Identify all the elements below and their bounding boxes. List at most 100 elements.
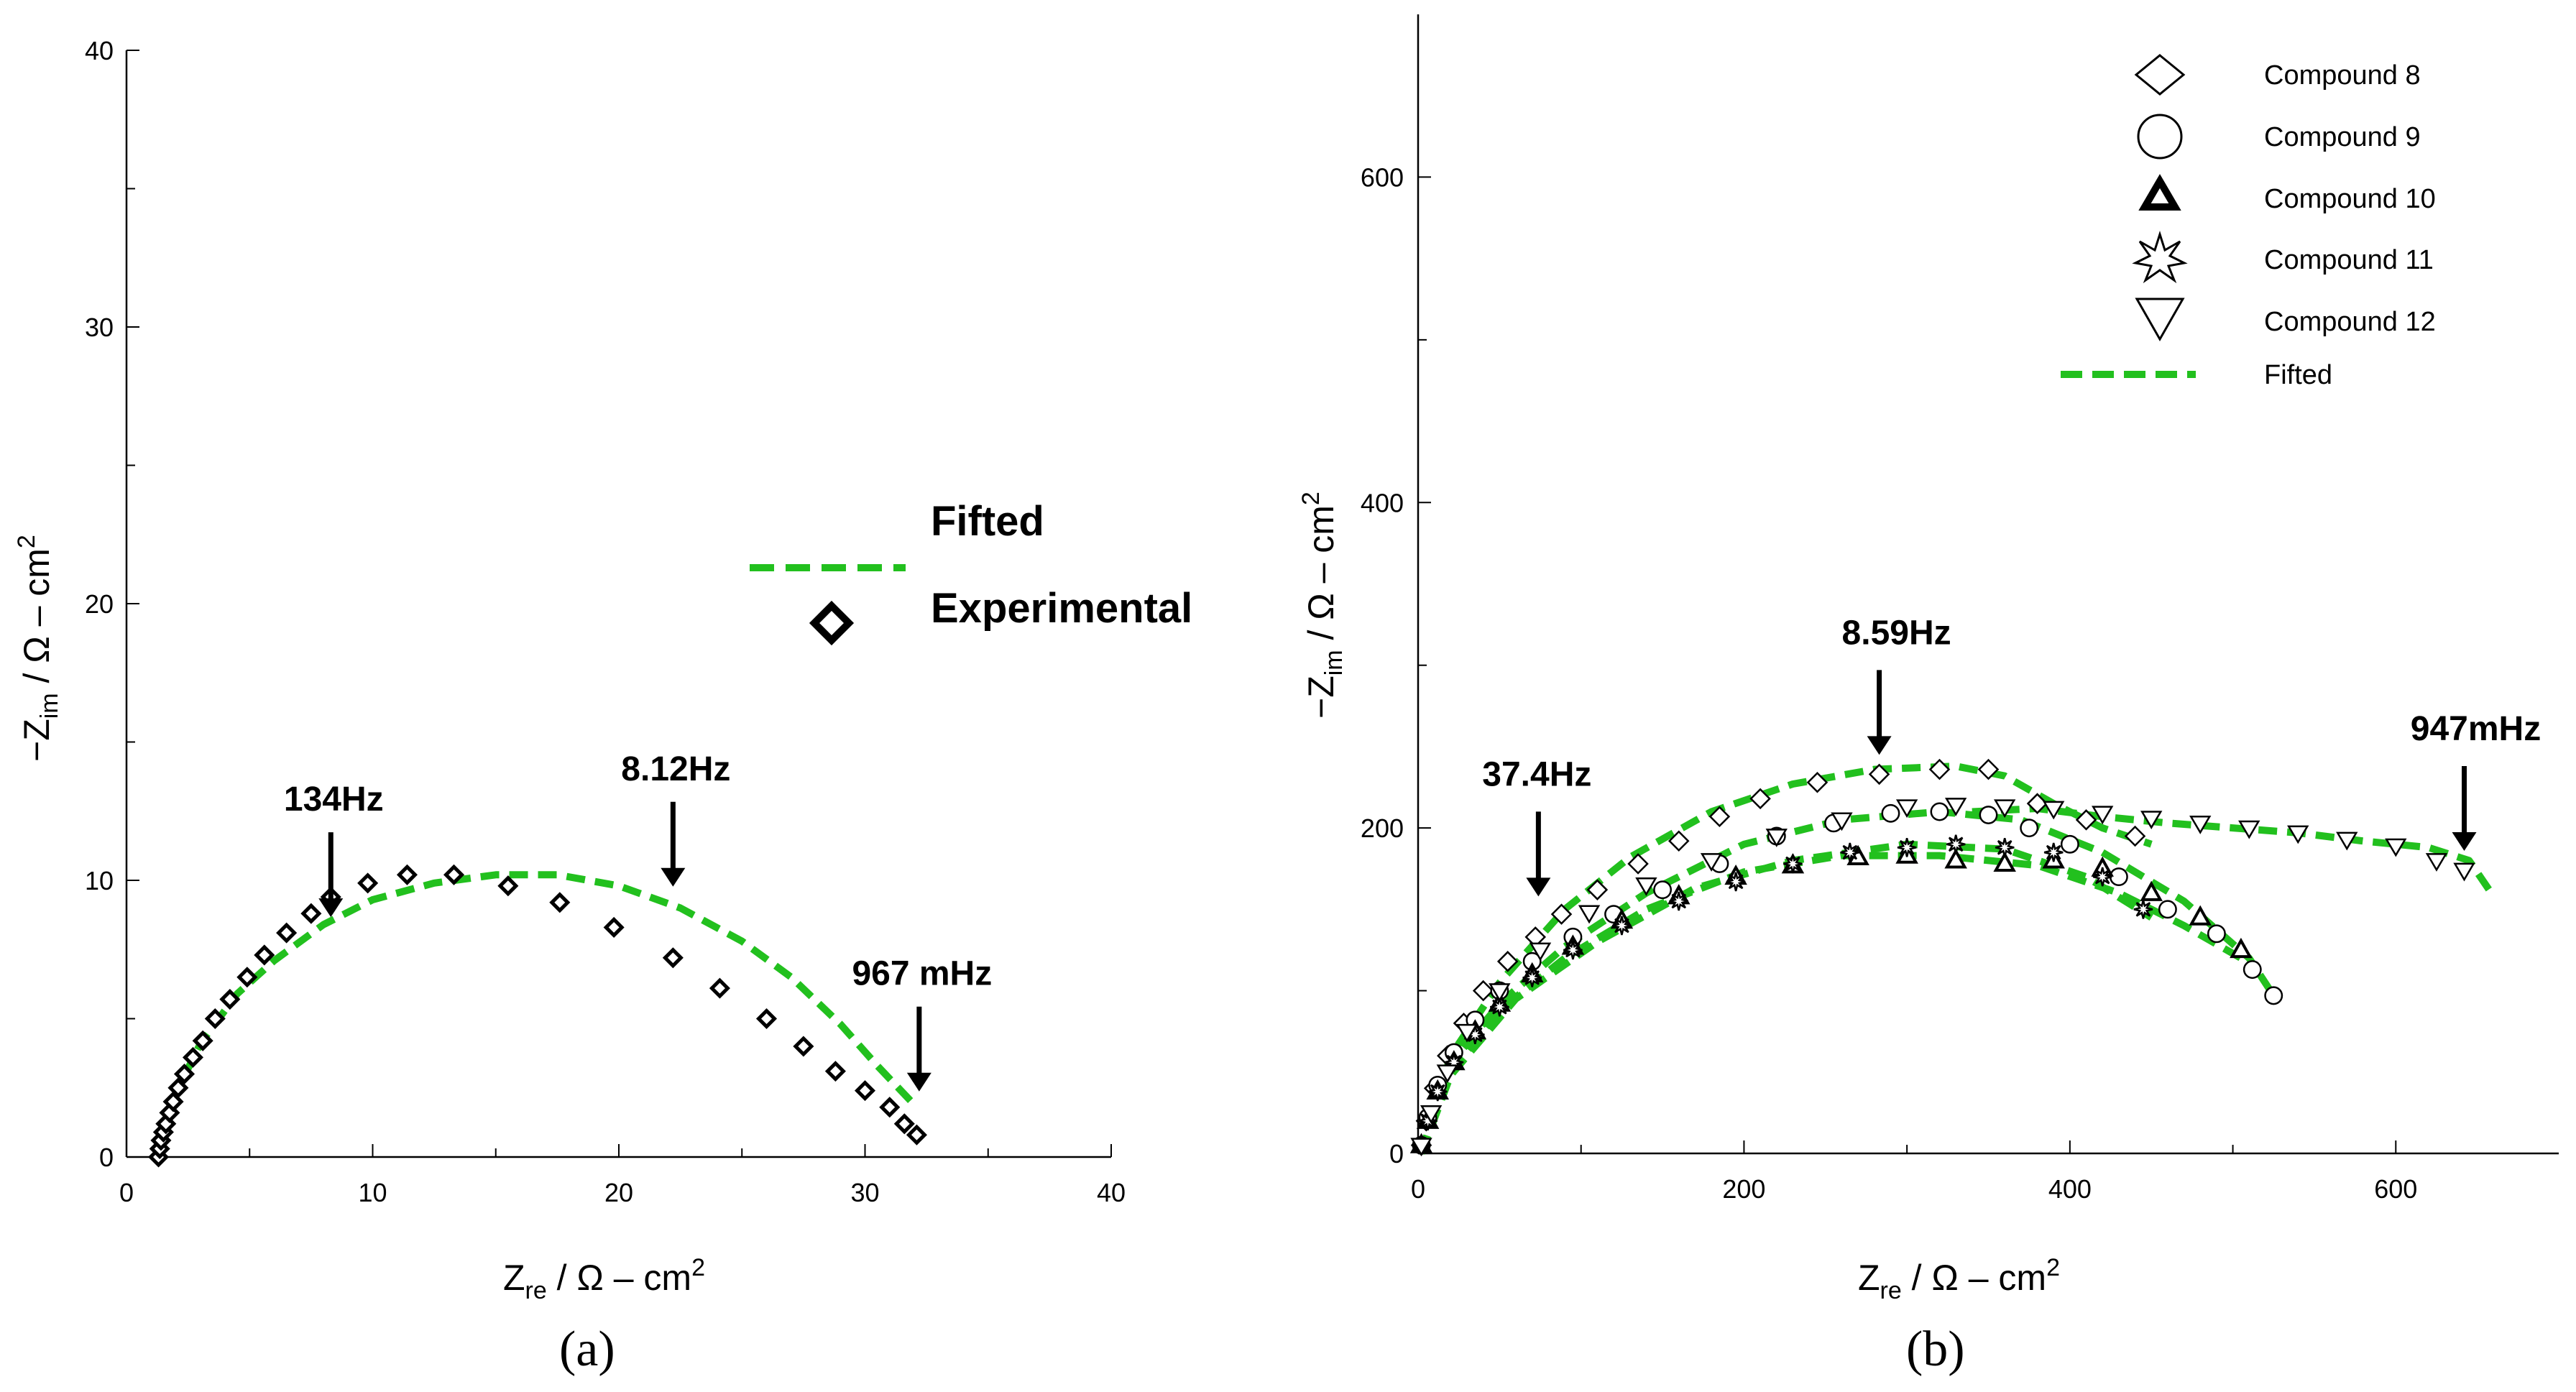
chart-b-compound-9-point: [2020, 819, 2039, 838]
chart-b-x-axis-title: Zre / Ω – cm2: [1858, 1254, 2060, 1304]
chart-b-compound-9-point: [2158, 900, 2177, 919]
chart-b-compound-12-point: [1635, 877, 1657, 896]
legend-compound-12-label: Compound 12: [2264, 307, 2436, 337]
chart-b-annotation-label: 37.4Hz: [1482, 755, 1591, 793]
chart-b-compound-12-point: [2385, 838, 2407, 857]
chart-a-data-point: [182, 1046, 204, 1068]
chart-b-compound-8-point: [1977, 758, 2000, 780]
chart-b-compound-11-point: [1490, 997, 1509, 1017]
chart-b-panel-label: (b): [1906, 1322, 1965, 1377]
chart-a-data-point: [497, 875, 519, 897]
chart-b-fitted-curve: [1417, 808, 2277, 1155]
chart-a-x-tick-label: 10: [358, 1178, 387, 1207]
chart-a-x-axis-title: Zre / Ω – cm2: [503, 1254, 705, 1304]
chart-b-compound-12-point: [1944, 798, 1967, 816]
legend-compound-10-marker: [2138, 174, 2181, 211]
chart-a-annotation-arrow-head: [318, 898, 344, 918]
chart-b-compound-8-point: [1868, 763, 1890, 785]
chart-b-x-tick-label: 200: [1722, 1174, 1765, 1204]
chart-a-annotation-arrow-head: [661, 867, 686, 887]
legend-compound-11-label: Compound 11: [2264, 245, 2434, 275]
chart-b-compound-12-point: [2287, 825, 2309, 844]
chart-b-compound-8-point: [2075, 809, 2097, 831]
legend-compound-8-marker: [2134, 54, 2186, 96]
chart-b-compound-9-point: [1881, 803, 1900, 823]
chart-b-compound-12-point: [1436, 1064, 1458, 1084]
chart-b-compound-10-point: [2140, 880, 2163, 901]
chart-b-compound-8-point: [1806, 771, 1828, 793]
chart-a-y-tick-label: 20: [85, 589, 114, 619]
chart-b-compound-10-point: [2230, 937, 2253, 959]
chart-a-x-tick-label: 40: [1097, 1178, 1126, 1207]
chart-b-compound-12-point: [1420, 1105, 1443, 1124]
chart-b-annotation-label: 8.59Hz: [1842, 614, 1951, 652]
chart-b-compound-11-point: [1612, 916, 1632, 936]
chart-a-legend-experimental-marker: [809, 600, 855, 646]
chart-a-data-point: [793, 1036, 814, 1057]
chart-a: 0 10 20 30 40 0 10 20 30 40 134Hz 8.12Hz 967 mHz Fi…: [13, 36, 1192, 1377]
chart-b-compound-11-point: [1783, 854, 1803, 874]
chart-b-compound-9-point: [1653, 880, 1673, 900]
chart-b-compound-12-point: [1489, 983, 1511, 1002]
chart-b-compound-11-point: [1897, 838, 1917, 857]
chart-a-data-point: [219, 989, 241, 1010]
chart-a-annotation-label: 8.12Hz: [621, 750, 730, 788]
chart-a-data-point: [443, 864, 465, 885]
chart-b-compound-11-point: [1427, 1082, 1448, 1102]
chart-b-legend: Compound 8 Compound 9 Compound 10 Compou…: [2061, 54, 2436, 390]
chart-b-compound-9-point: [2207, 924, 2226, 944]
chart-b-compound-12-point: [2092, 806, 2114, 825]
chart-a-data-point: [357, 872, 379, 894]
chart-b-y-tick-label: 0: [1389, 1139, 1404, 1169]
chart-b-annotation-arrow-head: [2452, 831, 2477, 851]
chart-b-x-tick-label: 600: [2374, 1174, 2417, 1204]
chart-a-x-tick-label: 0: [119, 1178, 134, 1207]
legend-fitted-label: Fifted: [2264, 360, 2332, 390]
chart-b-compound-11-point: [1995, 838, 2015, 857]
chart-a-legend-experimental-label: Experimental: [931, 585, 1192, 632]
chart-b-compound-9-point: [2109, 867, 2128, 887]
chart-b-y-axis-title: −Zim / Ω – cm2: [1297, 492, 1348, 719]
chart-a-data-point: [549, 892, 571, 913]
chart-b-compound-12-point: [1578, 905, 1601, 924]
chart-a-data-point: [173, 1063, 196, 1085]
chart-b-compound-10-point: [2189, 905, 2212, 926]
chart-a-data-point: [755, 1008, 778, 1030]
chart-b-compound-12-point: [2238, 820, 2260, 839]
chart-a-data-point: [192, 1030, 213, 1051]
chart-b-compound-8-point: [1472, 980, 1494, 1002]
chart-b-compound-11-point: [2092, 867, 2112, 887]
chart-b-compound-12-point: [2140, 811, 2163, 830]
chart-b-compound-8-point: [1550, 903, 1573, 925]
chart-a-x-tick-label: 20: [604, 1178, 633, 1207]
chart-b-compound-12-point: [1831, 812, 1853, 831]
chart-a-data-point: [300, 903, 322, 924]
chart-a-annotation-label: 134Hz: [284, 780, 384, 819]
chart-a-data-point: [254, 944, 275, 966]
chart-b-compound-10-point: [1993, 851, 2016, 872]
chart-a-data-point: [204, 1008, 226, 1030]
chart-a-data-point: [167, 1077, 189, 1099]
chart-a-data-point: [603, 916, 625, 938]
chart-b-compound-12-point: [1993, 799, 2016, 819]
chart-a-data-point: [396, 864, 418, 885]
chart-a-annotation-label: 967 mHz: [852, 955, 992, 993]
chart-b-compound-8-point: [1586, 879, 1609, 900]
chart-b-compound-12-point: [1410, 1138, 1432, 1157]
chart-a-y-axis-title: −Zim / Ω – cm2: [13, 535, 63, 762]
chart-b-compound-9-point: [2264, 986, 2283, 1005]
chart-b-annotation-label: 947mHz: [2411, 710, 2541, 748]
chart-a-panel-label: (a): [559, 1322, 615, 1377]
chart-a-data-point: [824, 1061, 846, 1082]
chart-a-legend: Fifted Experimental: [750, 498, 1192, 646]
chart-b-compound-8-point: [1627, 853, 1649, 875]
chart-b-y-tick-label: 200: [1361, 813, 1404, 843]
chart-b-fitted-curve: [1417, 840, 2153, 1155]
chart-a-y-tick-label: 10: [85, 866, 114, 895]
legend-compound-12-marker: [2135, 298, 2185, 342]
chart-a-data-point: [879, 1097, 901, 1118]
chart-a-y-tick-label: 0: [99, 1143, 114, 1172]
chart-a-y-tick-label: 40: [85, 36, 114, 65]
chart-a-data-point: [906, 1124, 927, 1146]
